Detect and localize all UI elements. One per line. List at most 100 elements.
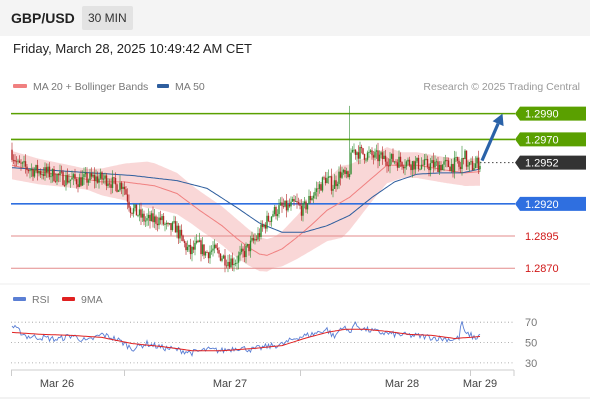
candle-body — [339, 171, 342, 178]
candle-body — [36, 165, 39, 174]
candle-body — [386, 161, 388, 166]
candle-body — [419, 168, 421, 170]
candle-body — [110, 184, 112, 188]
candle-body — [317, 188, 319, 190]
candle-body — [270, 216, 273, 222]
candle-body — [422, 164, 424, 166]
candle-body — [237, 255, 240, 263]
candle-body — [290, 201, 292, 207]
candle-body — [276, 214, 279, 217]
candle-body — [92, 174, 94, 177]
level-tag-1.2920 — [515, 196, 586, 211]
candle-body — [18, 160, 21, 163]
candle-body — [462, 158, 465, 160]
candle-body — [291, 198, 294, 202]
main-plot: 1.2990 1.2970 1.2952 1.2920 1.2895 1.2870 — [11, 105, 586, 275]
candle-body — [194, 242, 196, 250]
candle-body — [131, 213, 133, 214]
candle-body — [438, 164, 441, 173]
candle-body — [174, 221, 177, 233]
candle-body — [123, 186, 126, 190]
candle-body — [357, 152, 360, 159]
candle-body — [45, 167, 48, 173]
rsi-ma-line — [11, 328, 481, 352]
candle-body — [155, 216, 157, 224]
candle-body — [65, 175, 67, 186]
candle-body — [318, 184, 321, 189]
candle-body — [431, 160, 433, 164]
candle-body — [96, 176, 99, 183]
candle-body — [408, 159, 411, 166]
candle-body — [440, 164, 442, 171]
candle-body — [104, 175, 106, 179]
candle-body — [201, 244, 204, 255]
candle-body — [455, 157, 457, 158]
candle-body — [89, 173, 91, 181]
candle-body — [33, 170, 36, 177]
candle-body — [98, 178, 100, 183]
ma50-legend-label: MA 50 — [175, 81, 205, 93]
instrument-name: GBP/USD — [11, 10, 75, 26]
candle-body — [444, 160, 447, 162]
candle-body — [356, 152, 358, 155]
candle-body — [269, 221, 271, 222]
candle-body — [66, 175, 69, 183]
candle-body — [324, 177, 327, 184]
candle-body — [114, 177, 117, 185]
rsi-tick-30: 30 — [525, 358, 537, 370]
candle-body — [149, 214, 151, 222]
candle-body — [380, 152, 382, 155]
candle-body — [108, 183, 111, 185]
candle-body — [437, 161, 439, 173]
candle-body — [51, 169, 54, 177]
timeframe-button[interactable]: 30 MIN — [82, 6, 133, 30]
candle-body — [93, 174, 96, 181]
candle-body — [158, 217, 160, 226]
candle-body — [240, 248, 243, 253]
candle-body — [234, 263, 237, 265]
ma20-legend-label: MA 20 + Bollinger Bands — [33, 81, 148, 93]
candle-body — [327, 176, 330, 178]
candle-body — [252, 238, 255, 241]
candle-body — [224, 255, 226, 266]
candle-body — [236, 262, 238, 264]
candle-body — [39, 171, 42, 175]
candle-body — [162, 216, 165, 225]
candle-body — [272, 214, 274, 217]
candle-body — [402, 166, 405, 169]
ma50-legend-swatch — [157, 84, 169, 88]
level-label-1.2970: 1.2970 — [525, 134, 559, 146]
candle-body — [17, 160, 19, 162]
candle-body — [435, 161, 438, 163]
candle-body — [86, 172, 88, 183]
level-label-1.2895: 1.2895 — [525, 231, 559, 243]
candle-body — [341, 172, 343, 178]
level-label-1.2990: 1.2990 — [525, 109, 559, 121]
candle-body — [384, 155, 387, 162]
candle-body — [350, 152, 352, 174]
candle-body — [80, 177, 82, 186]
rsi-plot: 70 50 30 — [11, 317, 537, 370]
candle-body — [479, 166, 481, 170]
candle-body — [117, 190, 120, 192]
candle-body — [48, 166, 51, 177]
candle-body — [120, 182, 123, 189]
candle-body — [12, 159, 15, 161]
candle-body — [321, 177, 324, 191]
candle-body — [264, 224, 267, 229]
candle-body — [323, 177, 325, 179]
candle-body — [296, 201, 298, 203]
candle-body — [477, 157, 480, 170]
candle-body — [128, 201, 130, 208]
candle-body — [365, 159, 367, 161]
candle-body — [371, 150, 373, 156]
candle-body — [168, 223, 171, 225]
candle-body — [186, 246, 189, 251]
candle-body — [182, 235, 184, 242]
candle-body — [471, 161, 474, 170]
candle-body — [461, 158, 463, 169]
candle-body — [258, 233, 261, 237]
candle-body — [425, 158, 427, 160]
candle-body — [441, 164, 444, 171]
candle-body — [231, 258, 234, 266]
